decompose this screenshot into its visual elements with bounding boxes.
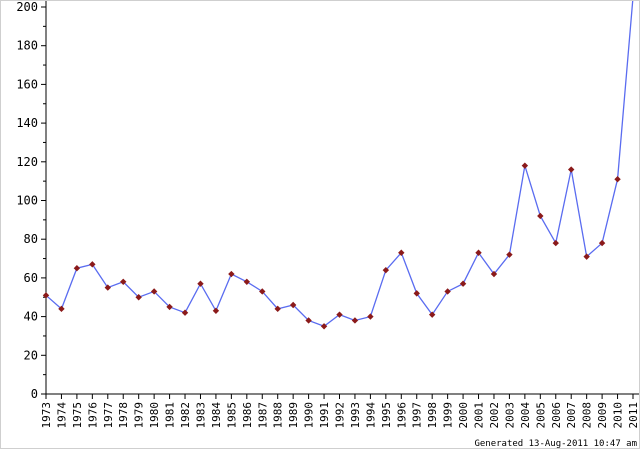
data-point (89, 261, 96, 268)
data-point (228, 270, 235, 278)
x-tick-label: 1973 (40, 402, 53, 429)
x-tick-label: 2004 (519, 402, 532, 429)
series-line-group (42, 0, 634, 330)
data-point (459, 280, 467, 287)
data-point (73, 265, 81, 272)
data-point (413, 290, 420, 297)
generated-timestamp: Generated 13-Aug-2011 10:47 am (474, 439, 637, 449)
y-tick-label: 200 (16, 1, 38, 14)
data-point (120, 278, 127, 285)
x-tick-label: 2005 (534, 402, 547, 429)
data-point (181, 309, 189, 316)
x-tick-label: 2003 (503, 402, 516, 429)
x-tick-label: 2002 (488, 402, 501, 429)
x-axis: 1973 1974 1975 1976 1977 1978 1979 1980 1981 1982… (40, 393, 640, 429)
x-tick-label: 2001 (473, 402, 486, 429)
data-point (166, 303, 173, 311)
data-point (259, 288, 266, 295)
data-point (552, 239, 559, 247)
x-tick-label: 1997 (411, 402, 424, 429)
y-tick-label: 160 (16, 77, 38, 91)
x-tick-label: 1985 (225, 402, 238, 429)
x-tick-label: 1988 (272, 402, 285, 429)
data-point (320, 323, 328, 330)
data-point (212, 307, 220, 314)
data-point (351, 317, 359, 324)
data-point (289, 301, 297, 309)
data-point (506, 251, 513, 258)
data-point (305, 317, 312, 324)
x-tick-label: 1978 (117, 402, 130, 429)
x-tick-label: 1987 (256, 402, 269, 429)
x-tick-label: 1998 (426, 402, 439, 429)
x-tick-label: 1982 (179, 402, 192, 429)
x-tick-label: 2009 (596, 402, 609, 429)
data-point (150, 288, 158, 295)
y-tick-label: 140 (16, 116, 38, 130)
data-point (42, 292, 50, 299)
x-tick-label: 1992 (334, 402, 347, 429)
x-tick-label: 2010 (612, 402, 625, 429)
x-tick-label: 1986 (241, 402, 254, 429)
x-tick-label: 1983 (194, 402, 207, 429)
x-tick-label: 2006 (550, 402, 563, 429)
data-point (583, 253, 590, 260)
x-tick-label: 1984 (210, 402, 223, 429)
x-tick-label: 1981 (164, 402, 177, 429)
data-point (336, 311, 343, 318)
x-tick-label: 1994 (364, 402, 377, 429)
data-point (367, 313, 374, 320)
x-tick-label: 1996 (395, 402, 408, 429)
x-tick-label: 1991 (318, 402, 331, 429)
series-line (45, 0, 634, 328)
x-tick-label: 1989 (287, 402, 300, 429)
data-point (398, 249, 405, 256)
data-point (135, 294, 142, 301)
data-point (614, 176, 621, 183)
data-point (521, 162, 529, 169)
data-point (197, 280, 204, 287)
data-point (490, 270, 498, 278)
x-tick-label: 2008 (581, 402, 594, 429)
data-point (428, 311, 436, 318)
data-point (537, 212, 544, 220)
data-point (274, 305, 281, 313)
x-tick-label: 1999 (442, 402, 455, 429)
data-point (58, 305, 65, 313)
x-tick-label: 1993 (349, 402, 362, 429)
data-point (475, 249, 482, 256)
x-tick-label: 1995 (380, 402, 393, 429)
y-tick-label: 120 (16, 155, 38, 169)
y-tick-label: 180 (16, 39, 38, 53)
x-tick-label: 1980 (148, 402, 161, 429)
data-point (568, 166, 575, 173)
data-point (104, 284, 111, 291)
data-point (444, 288, 451, 295)
x-tick-label: 2011 (627, 402, 640, 429)
y-tick-label: 20 (24, 348, 38, 362)
x-tick-label: 1979 (133, 402, 146, 429)
x-tick-label: 1976 (86, 402, 99, 429)
y-tick-label: 80 (24, 232, 38, 246)
x-tick-label: 1990 (303, 402, 316, 429)
x-tick-label: 1975 (71, 402, 84, 429)
data-point (598, 239, 606, 247)
x-tick-label: 1974 (55, 402, 68, 429)
y-tick-label: 40 (24, 310, 38, 324)
y-tick-label: 0 (31, 387, 38, 401)
x-tick-label: 1977 (102, 402, 115, 429)
y-tick-label: 60 (24, 271, 38, 285)
x-tick-label: 2000 (457, 402, 470, 429)
x-tick-label: 2007 (565, 402, 578, 429)
data-point (382, 266, 390, 274)
data-point (243, 278, 251, 285)
y-tick-label: 100 (16, 194, 38, 208)
y-axis: 0 20 40 60 80 100 120 140 160 180 200 (16, 0, 47, 401)
